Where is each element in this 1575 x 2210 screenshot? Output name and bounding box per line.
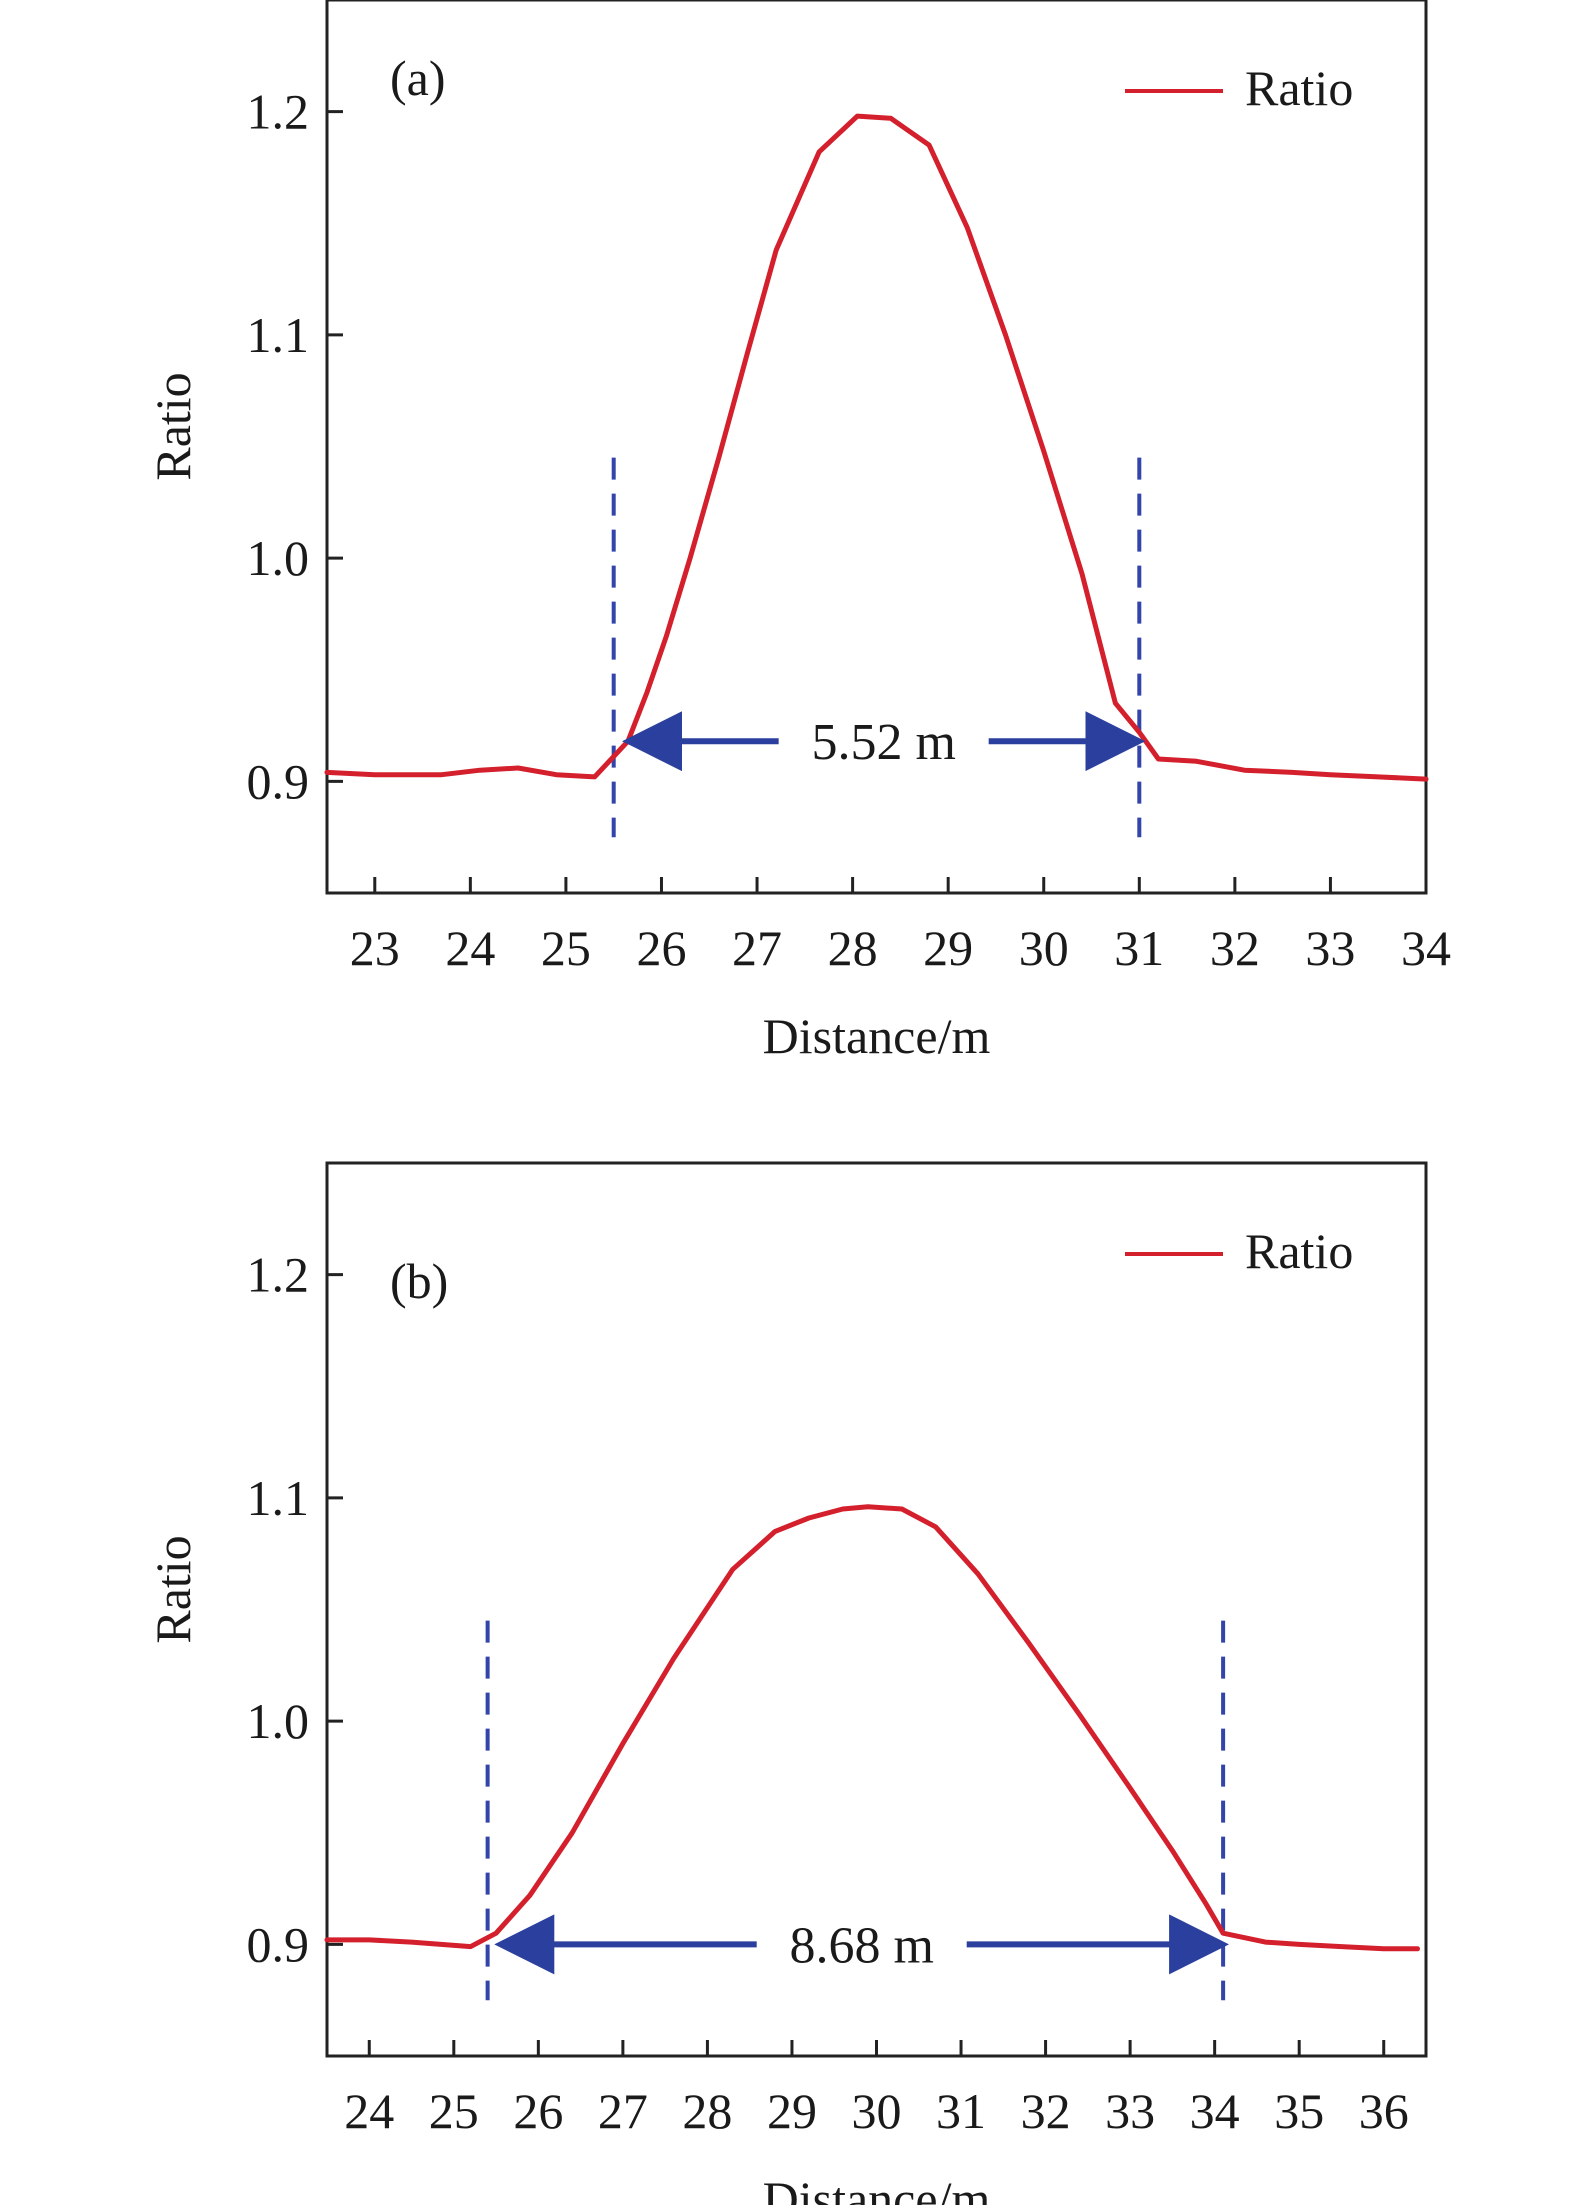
plot-frame: [325, 0, 1428, 895]
x-tick-label: 24: [445, 920, 495, 976]
width-annotation-label: 5.52 m: [811, 714, 955, 771]
x-tick-label: 28: [828, 920, 878, 976]
y-tick-label: 1.0: [247, 530, 310, 586]
y-tick-label: 0.9: [247, 753, 310, 809]
x-tick-label: 31: [936, 2083, 986, 2139]
chart-panel-a: 0.9 1.0 1.1 1.2 23 24 25 26 27 28 29 30 31 32 33 34 Dist…: [145, 0, 1451, 1064]
x-tick-label: 32: [1210, 920, 1260, 976]
width-annotation-label: 8.68 m: [789, 1917, 933, 1974]
x-tick-label: 23: [350, 920, 400, 976]
y-tick-label: 1.1: [247, 1470, 310, 1526]
panel-label: (a): [390, 50, 446, 106]
legend-label: Ratio: [1245, 60, 1353, 116]
x-tick-label: 26: [636, 920, 686, 976]
y-tick-label: 1.2: [247, 1247, 310, 1303]
x-axis-title: Distance/m: [763, 1008, 991, 1064]
x-tick-label: 29: [923, 920, 973, 976]
x-tick-label: 28: [682, 2083, 732, 2139]
y-tick-label: 1.0: [247, 1693, 310, 1749]
x-tick-label: 27: [732, 920, 782, 976]
y-tick-label: 1.1: [247, 307, 310, 363]
data-series-line: [324, 113, 1429, 782]
x-tick-label: 34: [1190, 2083, 1240, 2139]
x-tick-label: 34: [1401, 920, 1451, 976]
y-axis-title: Ratio: [145, 372, 201, 480]
x-tick-label: 27: [598, 2083, 648, 2139]
x-tick-label: 24: [344, 2083, 394, 2139]
x-tick-label: 30: [1019, 920, 1069, 976]
panel-label: (b): [390, 1253, 448, 1309]
x-tick-label: 33: [1305, 920, 1355, 976]
x-tick-label: 25: [541, 920, 591, 976]
y-tick-label: 1.2: [247, 84, 310, 140]
y-tick-label: 0.9: [247, 1916, 310, 1972]
chart-panel-b: 0.9 1.0 1.1 1.2 24 25 26 27 28 29 30 31 32 33 34 35 36 Di…: [145, 1161, 1428, 2210]
x-tick-label: 26: [513, 2083, 563, 2139]
x-tick-label: 30: [852, 2083, 902, 2139]
legend-label: Ratio: [1245, 1223, 1353, 1279]
y-axis-title: Ratio: [145, 1535, 201, 1643]
x-tick-label: 32: [1021, 2083, 1071, 2139]
data-series-line: [324, 1504, 1420, 1952]
x-tick-label: 29: [767, 2083, 817, 2139]
x-tick-label: 36: [1359, 2083, 1409, 2139]
x-axis-title: Distance/m: [763, 2171, 991, 2205]
x-tick-label: 33: [1105, 2083, 1155, 2139]
x-tick-label: 35: [1274, 2083, 1324, 2139]
x-tick-label: 31: [1114, 920, 1164, 976]
x-tick-label: 25: [429, 2083, 479, 2139]
